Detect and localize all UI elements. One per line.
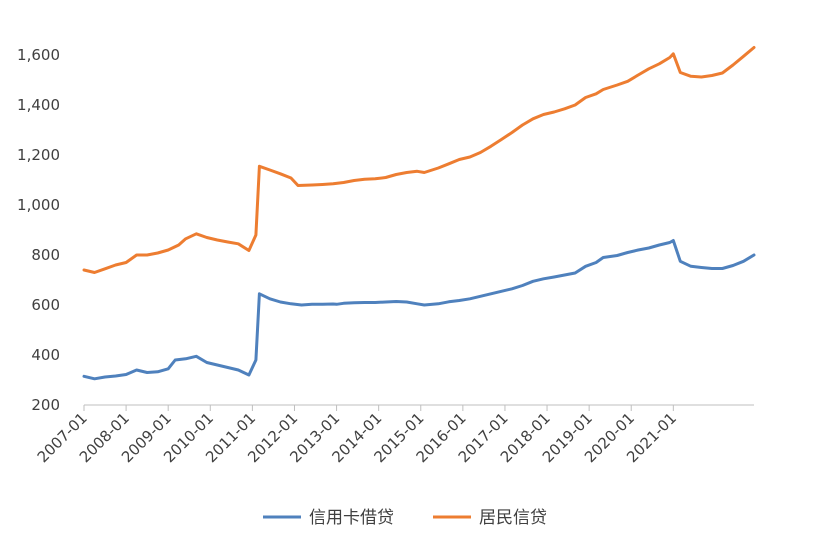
y-tick-label: 1,600 xyxy=(17,46,60,64)
y-tick-label: 1,200 xyxy=(17,146,60,164)
series-line-1 xyxy=(82,239,756,381)
legend-label: 居民信贷 xyxy=(479,508,547,528)
y-tick-label: 600 xyxy=(31,296,60,314)
y-tick-label: 400 xyxy=(31,346,60,364)
series-line-2 xyxy=(82,46,756,274)
y-tick-label: 800 xyxy=(31,246,60,264)
y-tick-label: 1,400 xyxy=(17,96,60,114)
x-axis: 2007-012008-012009-012010-012011-012012-… xyxy=(34,405,680,466)
legend-label: 信用卡借贷 xyxy=(309,508,394,528)
y-tick-label: 1,000 xyxy=(17,196,60,214)
legend: 信用卡借贷 居民信贷 xyxy=(263,508,547,528)
y-axis: 200 400 600 800 1,000 1,200 1,400 1,600 xyxy=(17,46,60,414)
series-lines xyxy=(82,46,756,381)
y-tick-label: 200 xyxy=(31,396,60,414)
